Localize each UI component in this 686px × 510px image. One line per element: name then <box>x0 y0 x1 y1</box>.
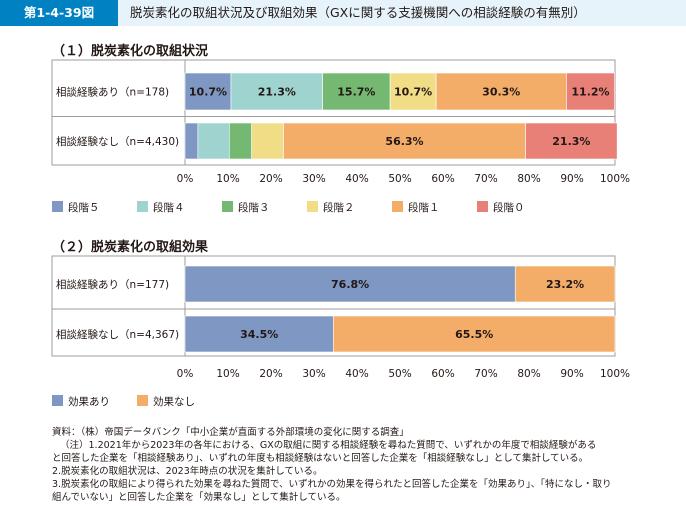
chart1-bar-segment <box>184 122 199 160</box>
chart1-data-label: 10.7% <box>394 86 432 99</box>
note-1b: と回答した企業を「相談経験あり」、いずれの年度も相談経験はないと回答した企業を「… <box>52 453 589 464</box>
chart1-legend-label: 段階０ <box>493 201 525 214</box>
chart1-bar-segment <box>566 72 615 111</box>
chart1-bar-segment <box>251 122 284 160</box>
chart1-legend-swatch <box>137 201 148 212</box>
figure-number: 第1-4-39図 <box>0 0 118 26</box>
chart1-frame <box>51 59 616 166</box>
chart1-bar-segment <box>230 72 323 111</box>
chart1-legend-swatch <box>307 201 318 212</box>
chart2-bar-segment <box>184 265 516 303</box>
note-3b: 組んでいない」と回答した企業を「効果なし」として集計している。 <box>52 492 346 503</box>
note-2: 2.脱炭素化の取組状況は、2023年時点の状況を集計している。 <box>52 466 323 477</box>
figure-header: 第1-4-39図 脱炭素化の取組状況及び取組効果（GXに関する支援機関への相談経… <box>0 0 686 26</box>
chart2-category-label: 相談経験なし（n=4,367) <box>56 328 179 341</box>
chart1-data-label: 10.7% <box>189 86 227 99</box>
chart2-data-label: 34.5% <box>240 328 278 341</box>
chart2-x-tick-label: 30% <box>302 368 325 380</box>
chart2-x-tick-label: 0% <box>177 368 194 380</box>
note-1a: （注）1.2021年から2023年の各年における、GXの取組に関する相談経験を尋… <box>60 440 597 451</box>
chart2-x-tick-label: 50% <box>388 368 411 380</box>
chart2-x-tick-label: 10% <box>216 368 239 380</box>
chart1-x-tick-label: 100% <box>600 173 630 185</box>
chart2-x-tick-label: 100% <box>600 368 630 380</box>
chart1-bar-segment <box>184 72 232 111</box>
chart2-legend-label: 効果なし <box>153 395 195 408</box>
chart2-bar-segment <box>333 315 616 353</box>
chart2-data-label: 65.5% <box>455 328 493 341</box>
figure-title: 脱炭素化の取組状況及び取組効果（GXに関する支援機関への相談経験の有無別） <box>130 5 586 20</box>
chart1-data-label: 21.3% <box>552 135 590 148</box>
note-source: 資料：（株）帝国データバンク「中小企業が直面する外部環境の変化に関する調査」 <box>52 427 409 438</box>
chart1-legend-swatch <box>52 201 63 212</box>
chart1-x-tick-label: 20% <box>259 173 282 185</box>
chart1-legend-label: 段階３ <box>238 201 270 214</box>
chart1-category-label: 相談経験あり（n=178) <box>56 86 169 99</box>
chart1-x-tick-label: 30% <box>302 173 325 185</box>
chart1-x-tick-label: 10% <box>216 173 239 185</box>
chart2-title: （２）脱炭素化の取組効果 <box>52 240 209 255</box>
chart2-legend-swatch <box>137 395 148 406</box>
chart1-x-tick-label: 80% <box>517 173 540 185</box>
chart1-data-label: 15.7% <box>337 86 375 99</box>
chart2-data-label: 76.8% <box>331 278 369 291</box>
chart1-bar-segment <box>435 72 567 111</box>
chart1-legend-label: 段階４ <box>153 201 185 214</box>
chart1-x-tick-label: 40% <box>345 173 368 185</box>
chart1-legend-swatch <box>222 201 233 212</box>
chart1-legend-label: 段階１ <box>408 201 440 214</box>
chart1-data-label: 30.3% <box>482 86 520 99</box>
chart1-legend-swatch <box>392 201 403 212</box>
chart1-x-tick-label: 50% <box>388 173 411 185</box>
chart2-legend-label: 効果あり <box>68 395 110 408</box>
chart1-bar-segment <box>322 72 391 111</box>
chart2-frame <box>51 255 616 357</box>
chart1-bar-segment <box>197 122 230 160</box>
chart2-x-tick-label: 40% <box>345 368 368 380</box>
chart1-bar-segment <box>283 122 526 160</box>
chart1-title: （１）脱炭素化の取組状況 <box>52 44 209 59</box>
chart1-legend-label: 段階５ <box>68 201 100 214</box>
chart1-bar-segment <box>389 72 437 111</box>
chart2-legend-swatch <box>52 395 63 406</box>
chart1-legend-label: 段階２ <box>323 201 355 214</box>
chart1-x-tick-label: 90% <box>560 173 583 185</box>
chart1-x-tick-label: 70% <box>474 173 497 185</box>
chart2-bar-segment <box>184 315 334 353</box>
chart2-x-tick-label: 80% <box>517 368 540 380</box>
chart2-bar-segment <box>514 265 616 303</box>
chart1-legend-swatch <box>477 201 488 212</box>
chart2-category-label: 相談経験あり（n=177) <box>56 278 169 291</box>
notes: 資料：（株）帝国データバンク「中小企業が直面する外部環境の変化に関する調査」 （… <box>52 426 682 504</box>
chart1-data-label: 11.2% <box>571 86 609 99</box>
chart2-data-label: 23.2% <box>546 278 584 291</box>
chart1-data-label: 21.3% <box>258 86 296 99</box>
chart2-x-tick-label: 20% <box>259 368 282 380</box>
chart1-data-label: 56.3% <box>385 135 423 148</box>
chart1-bar-segment <box>525 122 618 160</box>
note-3a: 3.脱炭素化の取組により得られた効果を尋ねた質問で、いずれかの効果を得られたと回… <box>52 479 612 490</box>
chart1-bar-segment <box>228 122 252 160</box>
chart2-x-tick-label: 60% <box>431 368 454 380</box>
chart2-x-tick-label: 70% <box>474 368 497 380</box>
chart1-category-label: 相談経験なし（n=4,430) <box>56 135 179 148</box>
charts-canvas: 相談経験あり（n=178) 10.7% 21.3% 15.7% 10.7% 30.3% 11… <box>51 59 630 408</box>
chart1-x-tick-label: 60% <box>431 173 454 185</box>
chart2-x-tick-label: 90% <box>560 368 583 380</box>
chart1-x-tick-label: 0% <box>177 173 194 185</box>
